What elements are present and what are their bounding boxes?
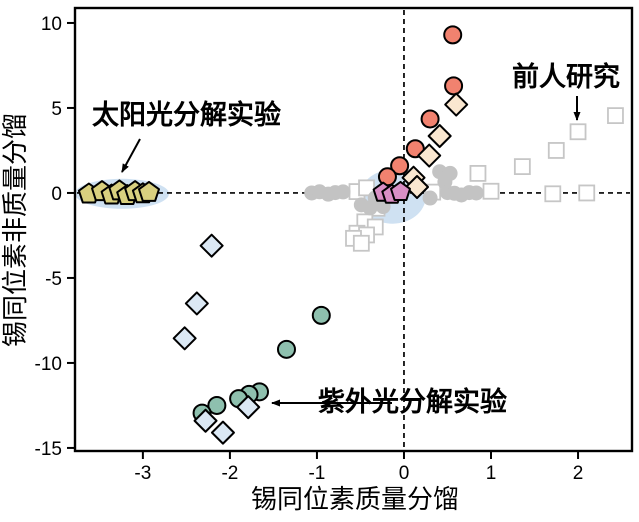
x-tick-label: 0 [399,463,410,484]
data-point-uv_diamonds [236,395,261,420]
y-tick-label: 5 [51,99,62,120]
data-point-exp_diamonds [427,124,452,149]
series-previous_circles [304,164,484,216]
data-point-previous_squares [569,123,587,141]
annotation-uv-experiment: 紫外光分解实验 [318,386,507,417]
zero-reference-lines [77,10,630,449]
data-point-uv_circles [207,395,227,415]
data-point-uv_circles [276,339,296,359]
data-point-previous_squares [578,184,596,202]
data-point-exp_circles [443,25,463,45]
data-point-previous_squares [513,158,531,176]
x-tick-label: 2 [573,463,584,484]
annotation-arrows [121,96,581,407]
data-point-previous_squares [358,179,375,197]
series-exp_circles [377,25,464,187]
y-tick-label: 10 [41,14,62,35]
data-point-exp_diamonds [444,92,469,117]
arrow-sunlight [121,138,141,173]
annotation-previous-studies: 前人研究 [512,61,620,92]
data-point-previous_squares [469,165,487,182]
data-point-previous_squares [544,185,562,203]
data-point-uv_circles [311,305,331,325]
y-axis-title: 锡同位素非质量分馏 [0,113,30,347]
data-point-previous_circles [468,185,484,201]
y-tick-label: 0 [51,184,62,205]
data-point-uv_diamonds [193,408,218,433]
data-point-uv_diamonds [184,291,209,316]
y-tick-label: -15 [35,439,62,460]
data-point-exp_circles [390,156,410,176]
data-point-sunlight_pentagons [138,180,160,202]
x-axis-title: 锡同位素质量分馏 [251,484,459,514]
data-point-exp_pentagons [390,180,411,201]
data-point-previous_squares [547,142,565,159]
x-tick-label: 1 [486,463,497,484]
series-exp_diamonds [401,92,469,200]
plot-border [73,6,634,453]
series-uv_circles [192,305,331,423]
data-point-previous_circles [422,190,438,206]
y-tick-label: -5 [45,269,62,290]
data-point-uv_diamonds [199,233,224,258]
annotation-sunlight-experiment: 太阳光分解实验 [92,99,281,130]
data-point-previous_squares [482,182,500,200]
data-point-exp_circles [444,76,464,96]
y-tick-label: -10 [35,354,62,375]
data-point-previous_squares [607,107,624,125]
data-point-uv_diamonds [210,420,235,445]
series-sunlight_pentagons [77,179,160,205]
x-tick-label: -1 [308,463,325,484]
data-series [77,25,624,445]
data-point-uv_diamonds [172,326,197,351]
series-exp_pentagons [372,180,411,204]
data-point-exp_diamonds [417,143,442,168]
x-tick-label: -3 [134,463,151,484]
series-uv_diamonds [172,233,261,445]
data-point-exp_diamonds [405,175,430,200]
data-point-previous_squares [352,234,370,252]
data-point-previous_circles [335,184,351,200]
x-tick-label: -2 [221,463,238,484]
data-point-exp_circles [420,109,440,129]
